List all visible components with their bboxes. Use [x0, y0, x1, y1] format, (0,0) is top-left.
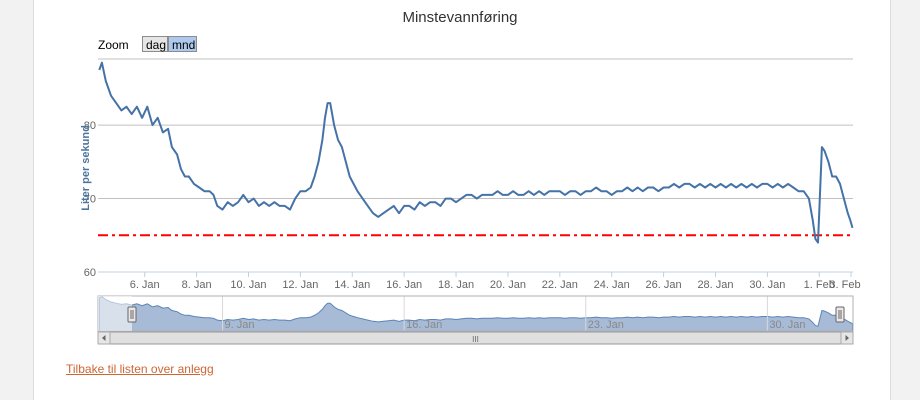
- navigator-tick-label: 16. Jan: [406, 319, 442, 331]
- y-axis: 60 70 80: [84, 120, 96, 279]
- scrollbar-grip: III: [472, 335, 479, 344]
- x-tick-label: 14. Jan: [334, 279, 370, 291]
- navigator-handle-left[interactable]: [127, 306, 137, 323]
- y-tick-label: 70: [84, 194, 96, 206]
- series-group: [98, 61, 854, 244]
- series-line: [98, 61, 854, 244]
- x-tick-label: 10. Jan: [230, 279, 266, 291]
- navigator-area: [98, 296, 853, 332]
- navigator-mask: [98, 296, 132, 331]
- x-tick-label: 12. Jan: [282, 279, 318, 291]
- navigator-tick-label: 23. Jan: [588, 319, 624, 331]
- y-axis-label: Liter per sekund: [80, 125, 92, 211]
- chart-title: Minstevannføring: [402, 9, 518, 26]
- x-tick-label: 18. Jan: [438, 279, 474, 291]
- x-tick-label: 22. Jan: [542, 279, 578, 291]
- x-tick-label: 16. Jan: [386, 279, 422, 291]
- arrow-right-icon: [845, 335, 849, 341]
- x-tick-label: 3. Feb: [829, 279, 860, 291]
- grid-lines: [98, 58, 853, 273]
- x-tick-label: 8. Jan: [182, 279, 212, 291]
- back-to-list-link[interactable]: Tilbake til listen over anlegg: [66, 362, 214, 376]
- x-tick-label: 30. Jan: [749, 279, 785, 291]
- zoom-label: Zoom: [98, 38, 129, 52]
- y-tick-label: 60: [84, 267, 96, 279]
- x-tick-label: 26. Jan: [646, 279, 682, 291]
- arrow-left-icon: [102, 335, 106, 341]
- navigator-tick-label: 9. Jan: [225, 319, 255, 331]
- x-tick-label: 6. Jan: [130, 279, 160, 291]
- x-axis: 6. Jan 8. Jan 10. Jan 12. Jan 14. Jan 16. Jan…: [98, 271, 861, 291]
- navigator-tick-label: 30. Jan: [769, 319, 805, 331]
- chart-svg: 6. Jan 8. Jan 10. Jan 12. Jan 14. Jan 16. Jan…: [80, 58, 861, 345]
- y-tick-label: 80: [84, 120, 96, 132]
- navigator-handle-right[interactable]: [835, 306, 845, 323]
- navigator[interactable]: 9. Jan 16. Jan 23. Jan 30. Jan III: [97, 295, 854, 345]
- x-tick-label: 1. Feb: [804, 279, 835, 291]
- x-tick-label: 20. Jan: [490, 279, 526, 291]
- zoom-day-button[interactable]: dag: [142, 36, 168, 52]
- x-tick-label: 28. Jan: [697, 279, 733, 291]
- zoom-month-button[interactable]: mnd: [168, 36, 197, 52]
- x-tick-label: 24. Jan: [594, 279, 630, 291]
